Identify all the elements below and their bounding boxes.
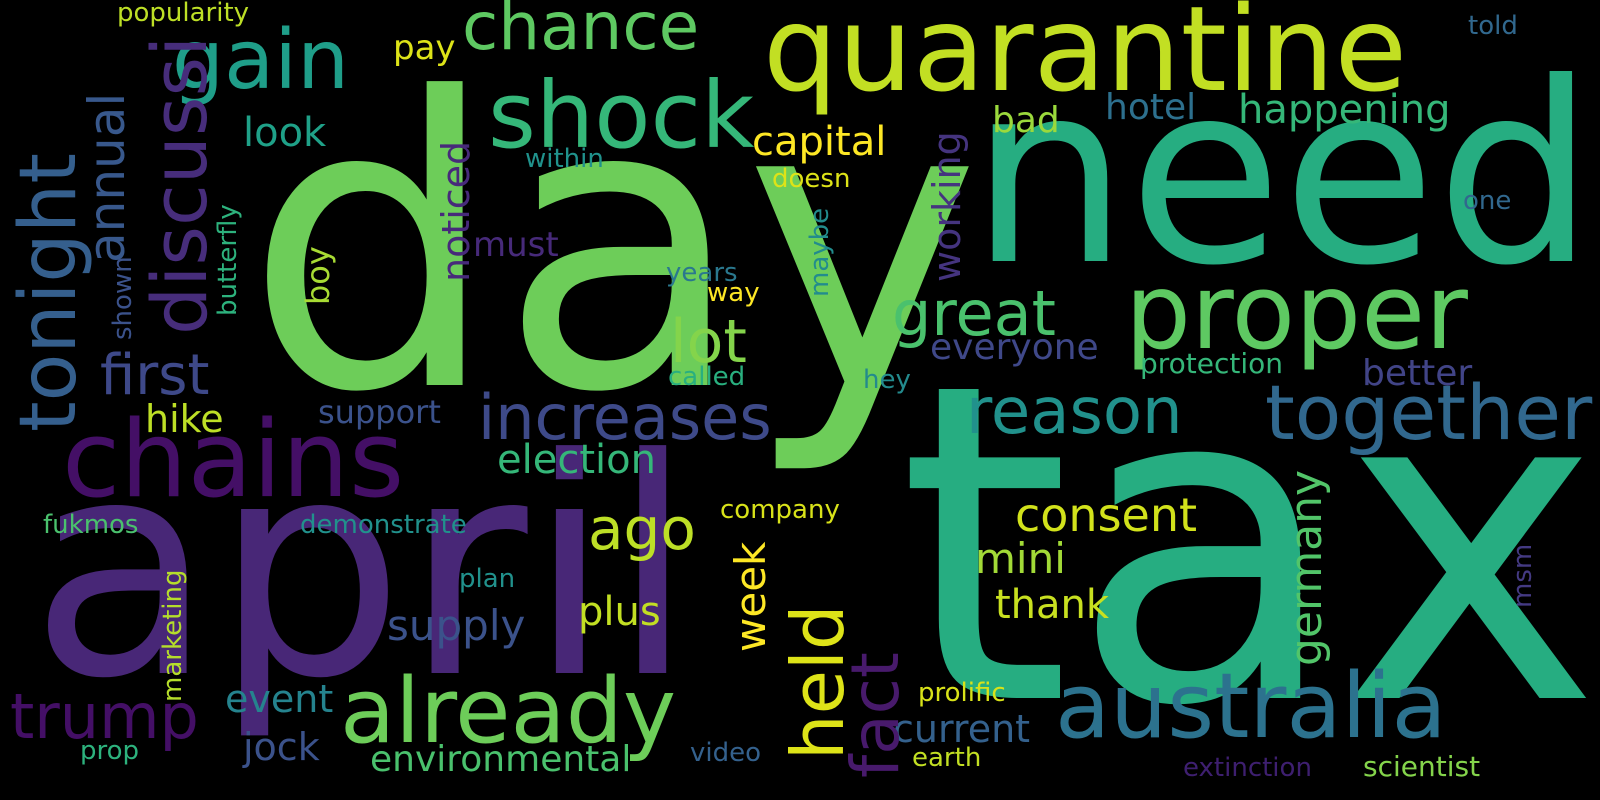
- word-tax: tax: [898, 290, 1600, 800]
- word-reason: fact: [837, 652, 914, 778]
- word-prop: prop: [80, 736, 140, 766]
- word-april: april: [30, 395, 695, 744]
- word-company: company: [720, 495, 840, 525]
- word-hey: hey: [863, 365, 911, 395]
- word-msm: msm: [1508, 543, 1538, 608]
- word-mini: mini: [975, 534, 1066, 583]
- word-called: called: [668, 362, 746, 392]
- word-better: better: [1362, 353, 1473, 394]
- word-jock: jock: [243, 725, 320, 769]
- word-week: week: [726, 541, 775, 652]
- word-years: years: [666, 258, 738, 288]
- word-proper: proper: [1125, 251, 1468, 373]
- word-scientist: scientist: [1363, 750, 1481, 783]
- word-earth: earth: [912, 743, 982, 773]
- word-need: need: [970, 29, 1595, 320]
- word-increases: increases: [478, 381, 772, 454]
- word-told: told: [1468, 11, 1518, 41]
- word-germany: germany: [1281, 469, 1332, 666]
- word-current: current: [893, 707, 1031, 751]
- word-ago: ago: [588, 495, 696, 563]
- word-environmental: environmental: [370, 739, 632, 780]
- word-plus: plus: [578, 589, 661, 635]
- word-way: way: [707, 278, 760, 308]
- word-pay: pay: [393, 28, 456, 68]
- word-within: within: [525, 144, 604, 174]
- word-support: support: [318, 393, 441, 431]
- word-discussi: reason: [966, 375, 1183, 449]
- word-hike: hike: [145, 397, 224, 441]
- word-marketing: marketing: [158, 569, 188, 702]
- word-protection: protection: [1140, 347, 1284, 380]
- word-quarantine: quarantine: [763, 0, 1408, 118]
- word-supply: supply: [387, 601, 526, 650]
- word-doesn: doesn: [772, 164, 851, 194]
- word-event: event: [225, 677, 334, 721]
- word-election: election: [497, 437, 656, 483]
- word-shock: shock: [488, 62, 755, 169]
- word-one: one: [1463, 186, 1512, 216]
- word-capital: capital: [752, 119, 887, 165]
- word-plan: plan: [459, 564, 516, 594]
- word-fact: discussi: [135, 35, 224, 335]
- word-first: first: [100, 343, 210, 408]
- word-australia: australia: [1055, 654, 1447, 759]
- word-tonight: chance: [462, 0, 700, 65]
- word-chance: together: [1265, 368, 1593, 457]
- word-maybe: maybe: [805, 207, 835, 297]
- word-fukmos: fukmos: [43, 510, 139, 540]
- word-thank: thank: [995, 582, 1110, 628]
- word-must: must: [473, 225, 559, 265]
- word-chains: chains: [62, 398, 405, 521]
- word-consent: consent: [1015, 488, 1198, 542]
- word-look: look: [243, 110, 327, 156]
- word-everyone: everyone: [930, 327, 1099, 368]
- word-happening: happening: [1238, 87, 1451, 133]
- word-noticed: noticed: [434, 140, 478, 282]
- word-day: day: [245, 15, 981, 480]
- word-together: tonight: [4, 153, 94, 432]
- word-lot: lot: [670, 307, 747, 377]
- word-annual: annual: [78, 92, 136, 263]
- word-butterfly: butterfly: [213, 204, 243, 316]
- word-extinction: extinction: [1183, 753, 1312, 783]
- word-prolific: prolific: [918, 678, 1006, 708]
- word-gain: gain: [172, 13, 350, 108]
- word-demonstrate: demonstrate: [300, 510, 467, 540]
- word-trump: trump: [10, 680, 199, 753]
- word-bad: bad: [992, 100, 1060, 141]
- word-working: working: [925, 131, 969, 282]
- word-shown: shown: [108, 256, 138, 340]
- word-video: video: [690, 738, 762, 768]
- word-great: great: [892, 277, 1056, 350]
- word-already: already: [340, 659, 677, 764]
- word-popularity: popularity: [117, 0, 250, 28]
- word-boy: boy: [299, 246, 337, 305]
- word-hotel: hotel: [1105, 87, 1197, 128]
